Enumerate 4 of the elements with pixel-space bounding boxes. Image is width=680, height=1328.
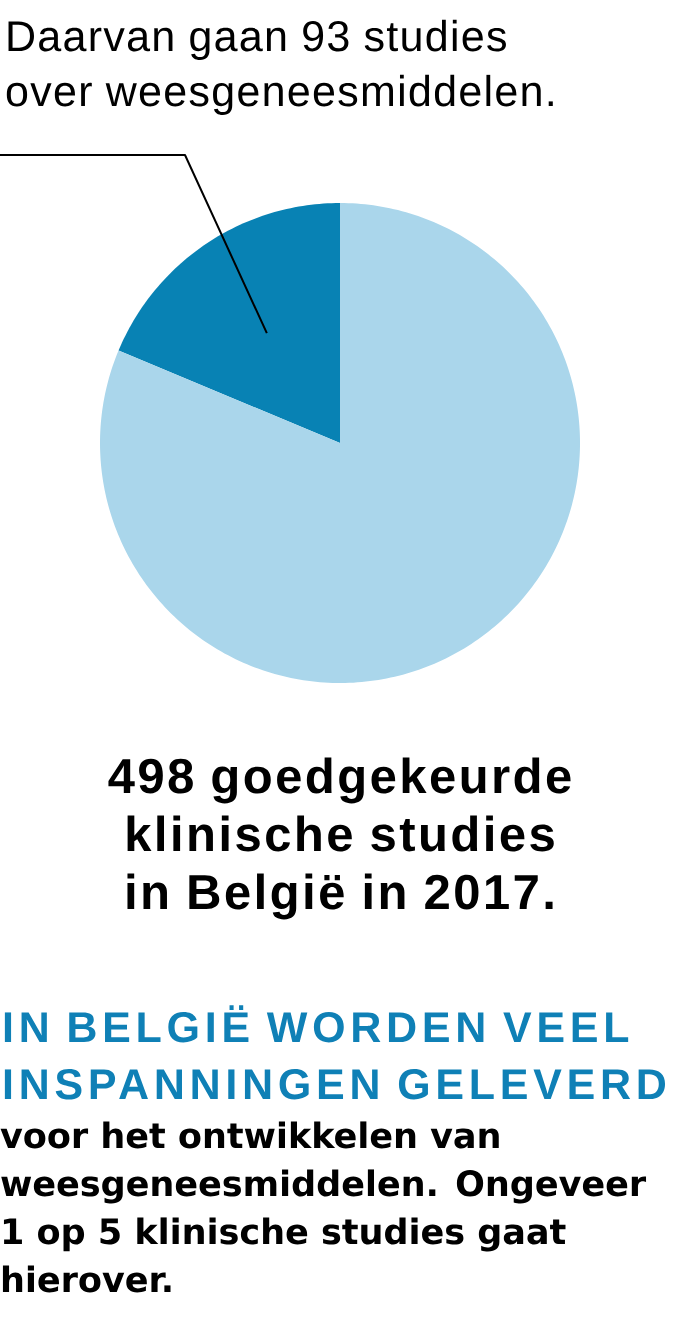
- text: voor het ontwikkelen van weesgeneesmiddelen. Ongeveer 1 op 5 klinische studies gaat hierover.: [0, 1121, 647, 1293]
- text: Daarvan gaan 93 studies over weesgeneesmiddelen.: [6, 19, 553, 115]
- text: IN BELGIË WORDEN VEEL INSPANNINGEN GELEVERD: [4, 1005, 666, 1100]
- text: 498 goedgekeurde klinische studies in België in 2017.: [108, 757, 571, 920]
